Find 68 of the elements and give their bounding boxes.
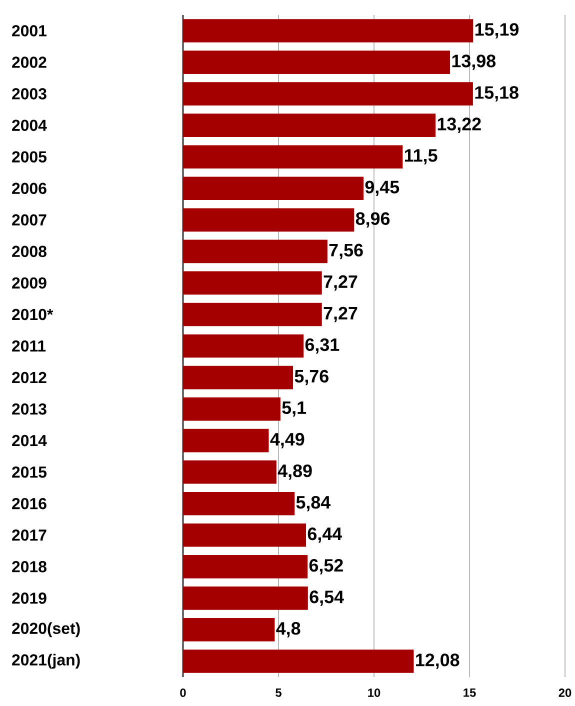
y-tick-label: 2005 bbox=[12, 151, 47, 162]
data-label: 5,84 bbox=[296, 496, 331, 512]
data-label: 8,96 bbox=[356, 212, 390, 228]
bar bbox=[183, 618, 275, 642]
data-label: 6,54 bbox=[310, 590, 344, 606]
x-tick-label: 20 bbox=[558, 688, 572, 697]
bar bbox=[183, 428, 269, 452]
y-tick-label: 2014 bbox=[12, 434, 47, 446]
data-label: 7,56 bbox=[329, 244, 363, 260]
bar bbox=[183, 334, 304, 358]
data-label: 15,18 bbox=[475, 86, 518, 102]
y-tick-label: 2012 bbox=[12, 372, 46, 384]
bar bbox=[183, 271, 322, 295]
y-tick-label: 2013 bbox=[12, 403, 46, 415]
bar bbox=[183, 19, 474, 42]
x-tick-label: 0 bbox=[180, 688, 186, 697]
data-label: 5,1 bbox=[282, 401, 306, 417]
data-label: 13,22 bbox=[438, 118, 481, 133]
y-tick-label: 2019 bbox=[12, 592, 46, 604]
bar bbox=[183, 650, 414, 673]
bar bbox=[183, 366, 294, 390]
bar bbox=[183, 555, 308, 578]
y-tick-label: 2002 bbox=[12, 56, 46, 68]
data-label: 6,31 bbox=[305, 338, 340, 354]
bar bbox=[183, 240, 328, 264]
y-tick-label: 2018 bbox=[12, 561, 46, 572]
y-tick-label: 2021(jan) bbox=[12, 654, 80, 669]
y-tick-label: 2007 bbox=[12, 214, 46, 226]
data-label: 15,19 bbox=[475, 23, 519, 38]
y-tick-label: 2015 bbox=[12, 466, 47, 478]
bar bbox=[183, 50, 450, 74]
data-label: 9,45 bbox=[365, 180, 400, 196]
x-tick-label: 15 bbox=[464, 688, 476, 697]
data-label: 11,5 bbox=[404, 149, 438, 164]
data-label: 6,44 bbox=[308, 527, 342, 543]
y-tick-label: 2001 bbox=[12, 25, 47, 36]
bar bbox=[183, 586, 308, 610]
bar bbox=[183, 145, 403, 169]
y-tick-label: 2004 bbox=[12, 120, 47, 131]
data-label: 7,27 bbox=[324, 306, 358, 322]
bar bbox=[183, 82, 473, 106]
data-label: 4,49 bbox=[270, 432, 304, 448]
bar bbox=[183, 460, 276, 484]
x-tick-label: 5 bbox=[276, 688, 282, 697]
x-tick-label: 10 bbox=[368, 688, 380, 697]
data-label: 4,8 bbox=[276, 622, 300, 638]
y-tick-label: 2011 bbox=[12, 340, 46, 352]
data-label: 6,52 bbox=[309, 559, 343, 574]
bar bbox=[183, 302, 322, 326]
data-label: 13,98 bbox=[452, 54, 496, 70]
y-tick-label: 2016 bbox=[12, 498, 46, 510]
y-tick-label: 2020(set) bbox=[12, 622, 80, 638]
y-tick-label: 2003 bbox=[12, 88, 46, 100]
y-tick-label: 2006 bbox=[12, 182, 46, 194]
bar bbox=[183, 208, 354, 232]
data-label: 7,27 bbox=[324, 275, 358, 291]
bar bbox=[183, 397, 280, 421]
bar bbox=[183, 114, 436, 137]
y-tick-label: 2008 bbox=[12, 246, 46, 258]
y-tick-label: 2017 bbox=[12, 530, 46, 541]
y-tick-label: 2010* bbox=[12, 308, 54, 320]
data-label: 4,89 bbox=[278, 464, 312, 480]
data-label: 5,76 bbox=[294, 370, 328, 386]
data-label: 12,08 bbox=[416, 654, 460, 669]
y-tick-label: 2009 bbox=[12, 277, 46, 289]
bar bbox=[183, 523, 306, 547]
bar bbox=[183, 176, 364, 200]
bar bbox=[183, 492, 295, 516]
